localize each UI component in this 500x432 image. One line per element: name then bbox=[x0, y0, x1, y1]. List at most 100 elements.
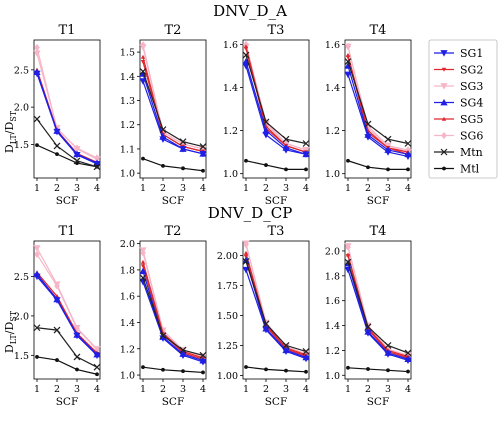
legend-item: SG5 bbox=[434, 113, 483, 126]
y-tick-label: 1.0 bbox=[223, 169, 238, 180]
data-point bbox=[94, 154, 100, 162]
series-SG2 bbox=[34, 71, 100, 166]
series-line bbox=[36, 47, 98, 159]
x-tick-label: 2 bbox=[263, 183, 269, 194]
data-point bbox=[73, 331, 81, 338]
legend-label: SG4 bbox=[460, 97, 483, 110]
y-tick-label: 2.0 bbox=[120, 239, 135, 250]
y-tick-label: 2.0 bbox=[14, 311, 29, 322]
series-SG6 bbox=[34, 250, 100, 354]
series-Mtn bbox=[33, 115, 101, 171]
legend-swatch-marker bbox=[440, 148, 448, 156]
x-tick-label: 4 bbox=[303, 183, 309, 194]
series-Mtl bbox=[35, 355, 99, 377]
series-line bbox=[347, 254, 409, 358]
series-line bbox=[347, 74, 409, 158]
series-SG2 bbox=[140, 60, 206, 154]
y-tick-label: 1.5 bbox=[14, 351, 29, 362]
y-tick-label: 1.5 bbox=[14, 140, 29, 151]
legend-swatch-marker bbox=[440, 98, 448, 106]
data-point bbox=[199, 143, 207, 150]
x-tick-label: 1 bbox=[34, 183, 40, 194]
series-line bbox=[347, 46, 409, 151]
data-point bbox=[404, 150, 412, 158]
data-point bbox=[345, 252, 351, 257]
series-SG3 bbox=[33, 50, 101, 163]
data-point bbox=[73, 157, 81, 165]
x-axis-label: SCF bbox=[367, 195, 390, 207]
x-tick-label: 3 bbox=[180, 384, 186, 395]
panel-frame bbox=[242, 39, 310, 179]
x-tick-label: 2 bbox=[160, 183, 166, 194]
x-tick-label: 2 bbox=[160, 384, 166, 395]
data-point bbox=[404, 349, 412, 357]
data-point bbox=[53, 142, 61, 150]
series-line bbox=[36, 356, 98, 375]
data-point bbox=[181, 166, 185, 171]
data-point bbox=[282, 341, 290, 349]
x-tick-label: 2 bbox=[365, 183, 371, 194]
panel-title: T4 bbox=[370, 224, 387, 239]
row-title-bottom: DNV_D_CP bbox=[208, 204, 293, 222]
data-point bbox=[384, 135, 392, 143]
panel-title: T2 bbox=[165, 224, 182, 239]
data-point bbox=[242, 51, 250, 59]
series-Mtl bbox=[346, 158, 410, 172]
panel-title: T4 bbox=[370, 23, 387, 38]
data-point bbox=[33, 68, 41, 75]
series-Mtl bbox=[141, 156, 205, 173]
legend-item: SG3 bbox=[434, 80, 483, 93]
series-line bbox=[36, 247, 98, 350]
series-line bbox=[142, 366, 204, 374]
series-line bbox=[245, 54, 307, 145]
series-SG1 bbox=[344, 71, 412, 161]
data-point bbox=[33, 115, 41, 123]
panel-title: T3 bbox=[268, 224, 285, 239]
x-tick-label: 1 bbox=[243, 384, 249, 395]
series-Mtl bbox=[244, 158, 308, 172]
series-line bbox=[36, 273, 98, 355]
legend-label: Mtl bbox=[460, 163, 480, 176]
data-point bbox=[179, 138, 187, 146]
data-point bbox=[302, 347, 310, 355]
legend-item: Mtl bbox=[434, 163, 480, 176]
x-tick-label: 2 bbox=[54, 183, 60, 194]
data-point bbox=[243, 250, 249, 255]
series-line bbox=[142, 71, 204, 148]
y-axis-label-bottom: DLT/DST bbox=[3, 310, 18, 353]
x-tick-label: 1 bbox=[243, 183, 249, 194]
data-point bbox=[262, 325, 270, 332]
series-Mtn bbox=[344, 258, 412, 357]
series-SG4 bbox=[242, 57, 310, 158]
y-tick-label: 1.4 bbox=[120, 72, 135, 83]
data-point bbox=[243, 44, 249, 49]
panel-frame bbox=[139, 39, 207, 179]
x-tick-label: 4 bbox=[94, 183, 100, 194]
legend-swatch-marker bbox=[441, 67, 447, 72]
series-SG4 bbox=[344, 62, 412, 158]
y-tick-label: 1.2 bbox=[223, 126, 238, 137]
series-line bbox=[142, 281, 204, 363]
y-tick-label: 1.75 bbox=[217, 281, 238, 292]
panel-DNV_D_A-T1: T1 1.5 2.0 2.5 1 2 3 4 SCF bbox=[14, 23, 101, 207]
data-point bbox=[140, 54, 146, 59]
data-point bbox=[181, 369, 185, 374]
data-point bbox=[282, 144, 290, 151]
series-line bbox=[36, 272, 98, 354]
data-point bbox=[201, 168, 205, 173]
series-SG4 bbox=[139, 267, 207, 364]
series-line bbox=[245, 61, 307, 155]
series-line bbox=[245, 44, 307, 151]
data-point bbox=[139, 278, 147, 286]
series-SG4 bbox=[344, 259, 412, 362]
data-point bbox=[159, 126, 167, 134]
panel-title: T2 bbox=[165, 23, 182, 38]
data-point bbox=[264, 367, 268, 372]
data-point bbox=[364, 120, 372, 128]
series-line bbox=[347, 65, 409, 155]
series-line bbox=[36, 71, 98, 164]
data-point bbox=[282, 346, 290, 354]
series-Mtl bbox=[346, 365, 410, 374]
